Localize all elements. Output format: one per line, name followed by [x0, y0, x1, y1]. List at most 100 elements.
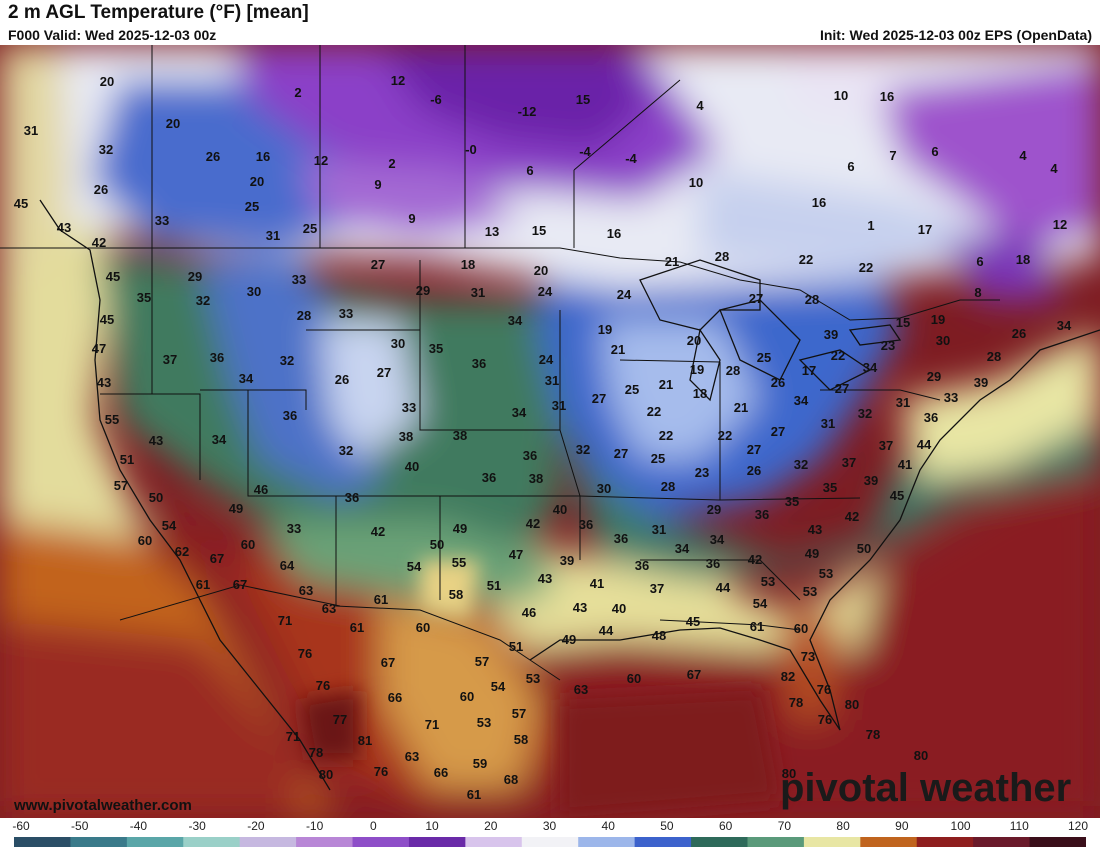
station-value: 21	[665, 254, 679, 269]
station-value: 19	[598, 322, 612, 337]
map-header: 2 m AGL Temperature (°F) [mean] F000 Val…	[0, 0, 1100, 45]
station-value: 9	[408, 211, 415, 226]
station-value: 22	[718, 428, 732, 443]
station-value: 22	[859, 260, 873, 275]
station-value: 37	[650, 581, 664, 596]
station-value: 28	[987, 349, 1001, 364]
station-value: 20	[166, 116, 180, 131]
station-value: 19	[931, 312, 945, 327]
station-value: 26	[747, 463, 761, 478]
station-value: 59	[473, 756, 487, 771]
station-value: 71	[286, 729, 300, 744]
station-value: 36	[706, 556, 720, 571]
legend-color-swatch	[578, 837, 636, 847]
legend-color-swatch	[14, 837, 71, 847]
station-value: 58	[449, 587, 463, 602]
station-value: 45	[106, 269, 120, 284]
station-value: 12	[1053, 217, 1067, 232]
station-value: 63	[299, 583, 313, 598]
station-value: 23	[881, 338, 895, 353]
station-value: 34	[1057, 318, 1072, 333]
station-value: 34	[508, 313, 523, 328]
station-value: 71	[425, 717, 439, 732]
station-value: 20	[534, 263, 548, 278]
station-value: 76	[298, 646, 312, 661]
station-value: 61	[374, 592, 388, 607]
station-value: 45	[686, 614, 700, 629]
station-value: 9	[374, 177, 381, 192]
station-value: 32	[794, 457, 808, 472]
station-value: 37	[879, 438, 893, 453]
station-value: 60	[416, 620, 430, 635]
station-value: 49	[229, 501, 243, 516]
station-value: 27	[749, 291, 763, 306]
station-value: -0	[465, 142, 477, 157]
station-value: 34	[794, 393, 809, 408]
station-value: 27	[771, 424, 785, 439]
station-value: 31	[266, 228, 280, 243]
station-value: 51	[487, 578, 501, 593]
station-value: 49	[453, 521, 467, 536]
station-value: 26	[335, 372, 349, 387]
legend-color-swatch	[691, 837, 748, 847]
station-value: 30	[597, 481, 611, 496]
station-value: 82	[781, 669, 795, 684]
station-value: 2	[294, 85, 301, 100]
station-value: 47	[509, 547, 523, 562]
station-value: 42	[845, 509, 859, 524]
station-value: 45	[100, 312, 114, 327]
station-value: 30	[391, 336, 405, 351]
station-value: 32	[339, 443, 353, 458]
station-value: 33	[339, 306, 353, 321]
station-value: 36	[924, 410, 938, 425]
station-value: 37	[842, 455, 856, 470]
legend-color-swatch	[465, 837, 523, 847]
legend-tick-label: -60	[12, 819, 30, 833]
station-value: 43	[149, 433, 163, 448]
station-value: 38	[399, 429, 413, 444]
station-value: 53	[761, 574, 775, 589]
station-value: 36	[482, 470, 496, 485]
station-value: 25	[757, 350, 771, 365]
legend-color-swatch	[183, 837, 241, 847]
station-value: 57	[512, 706, 526, 721]
legend-tick-label: 60	[718, 819, 733, 833]
legend-tick-label: 70	[777, 819, 792, 833]
station-value: 53	[819, 566, 833, 581]
station-value: 16	[607, 226, 621, 241]
station-value: 42	[748, 552, 762, 567]
legend-color-swatch	[239, 837, 297, 847]
station-value: -4	[625, 151, 637, 166]
station-value: 4	[1050, 161, 1058, 176]
coastlines	[39, 199, 1100, 791]
station-value: 15	[532, 223, 546, 238]
station-value: 29	[707, 502, 721, 517]
station-value: 31	[24, 123, 38, 138]
station-value: 60	[460, 689, 474, 704]
legend-tick-label: 100	[950, 819, 971, 833]
legend-color-swatch	[352, 837, 410, 847]
station-value: 28	[297, 308, 311, 323]
station-value: 54	[491, 679, 506, 694]
station-value: 40	[612, 601, 626, 616]
station-value: 32	[858, 406, 872, 421]
station-value: 15	[896, 315, 910, 330]
map-title: 2 m AGL Temperature (°F) [mean]	[8, 2, 309, 23]
legend-color-swatch	[860, 837, 918, 847]
station-value: 27	[377, 365, 391, 380]
legend-tick-label: 30	[542, 819, 557, 833]
station-value: -12	[518, 104, 537, 119]
station-value: 57	[475, 654, 489, 669]
station-value: 12	[391, 73, 405, 88]
legend-color-swatch	[408, 837, 466, 847]
station-value: 25	[625, 382, 639, 397]
station-value: 7	[889, 148, 896, 163]
station-value: 31	[896, 395, 910, 410]
station-value: 71	[278, 613, 292, 628]
station-value: 36	[472, 356, 486, 371]
legend-tick-label: -30	[188, 819, 206, 833]
station-value: 51	[509, 639, 523, 654]
station-value: 44	[716, 580, 731, 595]
